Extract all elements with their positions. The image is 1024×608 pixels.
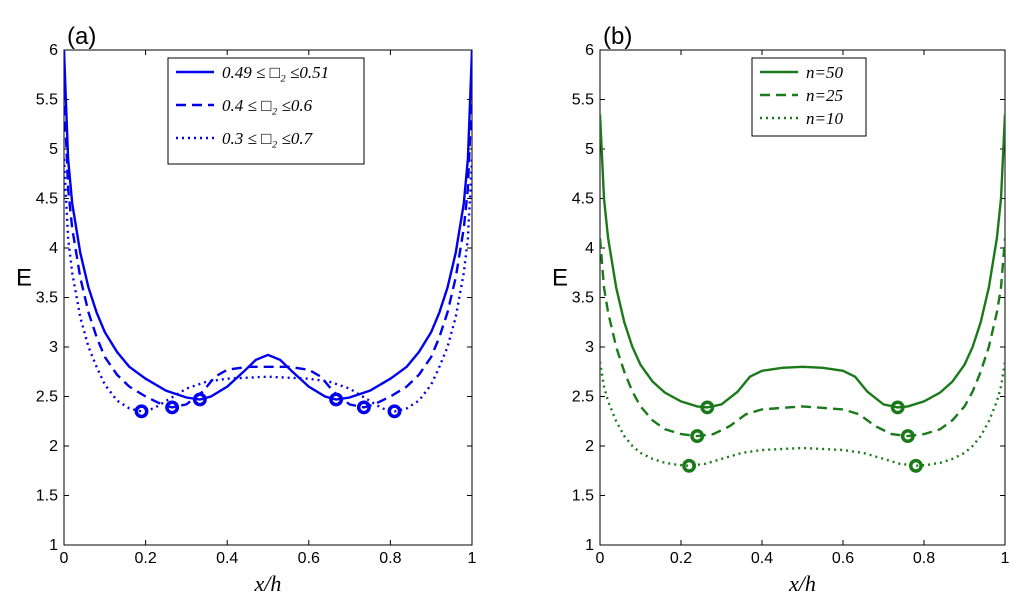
minimum-marker (900, 429, 915, 444)
y-tick-label: 5 (585, 141, 594, 158)
x-tick-label: 0.2 (670, 550, 692, 567)
y-tick-label: 2.5 (36, 389, 58, 406)
x-axis-label: x/h (788, 571, 816, 596)
x-tick-label: 0.6 (832, 550, 854, 567)
x-tick-label: 0.2 (134, 550, 156, 567)
legend-entry: n=10 (806, 109, 843, 128)
minimum-marker (890, 400, 905, 415)
x-tick-label: 0 (60, 550, 69, 567)
y-tick-label: 1.5 (36, 488, 58, 505)
chart-panel-b: 1 1.5 2 2.5 3 3.5 4 4.5 5 5.5 6 0 0.2 0.4 0.6 0.8 1 Ex/h (… (552, 23, 1010, 596)
y-tick-label: 5.5 (572, 92, 594, 109)
y-tick-label: 1 (49, 537, 58, 554)
y-tick-label: 3.5 (572, 290, 594, 307)
y-tick-label: 3 (585, 339, 594, 356)
y-tick-label: 4.5 (572, 191, 594, 208)
series-line-dashed (64, 89, 472, 409)
y-tick-label: 3 (49, 339, 58, 356)
legend-entry: 0.4 ≤ □₂ ≤0.6 (222, 96, 313, 115)
chart-panel-a: 1 1.5 2 2.5 3 3.5 4 4.5 5 5.5 6 0 0.2 0.4 0.6 0.8 1 Ex/h (… (16, 23, 477, 596)
y-tick-label: 4 (49, 240, 58, 257)
y-tick-label: 6 (585, 42, 594, 59)
panel-label: (b) (603, 23, 632, 50)
series-line-solid (64, 50, 472, 401)
legend: n=50 n=25 n=10 (751, 57, 867, 137)
y-tick-label: 4 (585, 240, 594, 257)
series-line-dotted (600, 361, 1005, 468)
series-line-solid (600, 114, 1005, 409)
y-axis-label: E (16, 265, 32, 292)
minimum-marker (690, 429, 705, 444)
legend-entry: n=50 (806, 63, 843, 82)
y-axis-label: E (552, 265, 568, 292)
legend-entry: n=25 (806, 86, 843, 105)
panel-label: (a) (67, 23, 96, 50)
minimum-marker (682, 458, 697, 473)
y-tick-label: 5 (49, 141, 58, 158)
x-tick-label: 0.8 (913, 550, 935, 567)
x-tick-label: 0.4 (216, 550, 238, 567)
minimum-marker (165, 400, 180, 415)
minimum-marker (700, 400, 715, 415)
x-tick-label: 1 (1001, 550, 1010, 567)
legend-box (167, 57, 365, 165)
legend: 0.49 ≤ □₂ ≤0.51 0.4 ≤ □₂ ≤0.6 0.3 ≤ □₂ ≤0.… (167, 57, 365, 165)
y-tick-label: 2 (585, 438, 594, 455)
series-line-dashed (600, 238, 1005, 438)
x-axis-label: x/h (254, 571, 282, 596)
x-tick-label: 1 (468, 550, 477, 567)
minimum-marker (908, 458, 923, 473)
legend-entry: 0.49 ≤ □₂ ≤0.51 (222, 63, 329, 82)
minimum-marker (356, 400, 371, 415)
y-tick-label: 3.5 (36, 290, 58, 307)
series-line-dotted (64, 158, 472, 413)
y-tick-label: 1.5 (572, 488, 594, 505)
y-tick-label: 6 (49, 42, 58, 59)
x-tick-label: 0.4 (751, 550, 773, 567)
y-tick-label: 4.5 (36, 191, 58, 208)
legend-entry: 0.3 ≤ □₂ ≤0.7 (222, 129, 314, 148)
x-tick-label: 0.8 (379, 550, 401, 567)
minimum-marker (387, 404, 402, 419)
minimum-marker (134, 404, 149, 419)
y-tick-label: 2.5 (572, 389, 594, 406)
y-tick-label: 1 (585, 537, 594, 554)
y-tick-label: 2 (49, 438, 58, 455)
x-tick-label: 0.6 (298, 550, 320, 567)
y-tick-label: 5.5 (36, 92, 58, 109)
x-tick-label: 0 (596, 550, 605, 567)
